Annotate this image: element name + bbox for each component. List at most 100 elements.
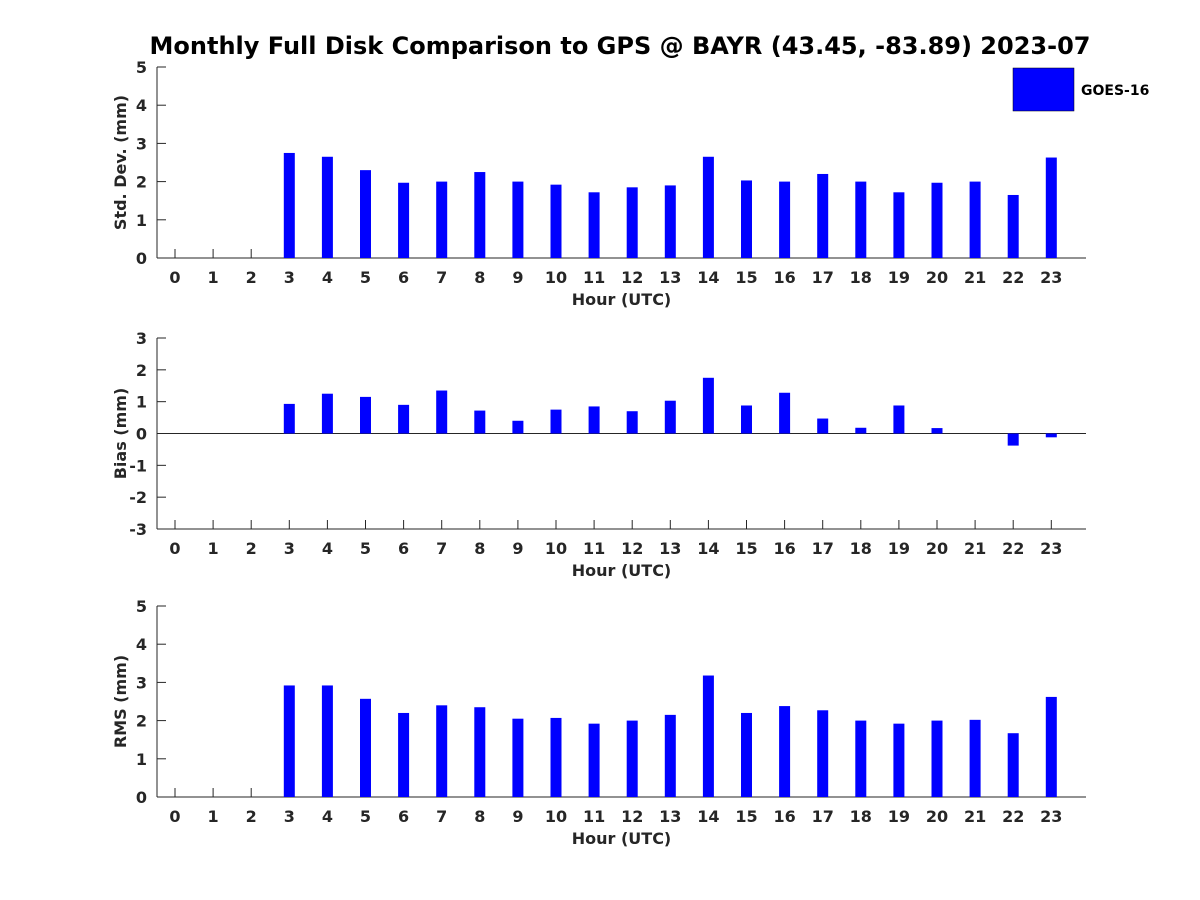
x-tick-label: 20 xyxy=(926,807,948,826)
bar xyxy=(855,427,867,434)
y-axis-label: Std. Dev. (mm) xyxy=(111,95,130,230)
bar xyxy=(588,406,600,434)
bar xyxy=(550,717,562,797)
y-axis-label: RMS (mm) xyxy=(111,655,130,748)
bar xyxy=(702,675,714,797)
x-tick-label: 0 xyxy=(169,268,180,287)
bar xyxy=(321,685,333,797)
x-tick-label: 9 xyxy=(512,539,523,558)
x-tick-label: 10 xyxy=(545,539,567,558)
bar xyxy=(893,405,905,434)
y-tick-label: 2 xyxy=(136,712,147,731)
x-tick-label: 18 xyxy=(850,539,872,558)
x-tick-label: 4 xyxy=(322,807,333,826)
bar xyxy=(931,182,943,258)
bar xyxy=(512,181,524,258)
x-tick-label: 9 xyxy=(512,268,523,287)
x-tick-label: 18 xyxy=(850,807,872,826)
bar xyxy=(1045,157,1057,258)
bar xyxy=(1007,194,1019,258)
bar xyxy=(398,182,410,258)
y-tick-label: 1 xyxy=(136,211,147,230)
x-tick-label: 16 xyxy=(773,807,795,826)
x-tick-label: 22 xyxy=(1002,807,1024,826)
x-tick-label: 13 xyxy=(659,268,681,287)
x-tick-label: 2 xyxy=(246,268,257,287)
bar xyxy=(1045,696,1057,797)
bar xyxy=(1007,433,1019,446)
y-tick-label: 3 xyxy=(136,329,147,348)
x-tick-label: 1 xyxy=(208,268,219,287)
x-tick-label: 14 xyxy=(697,807,719,826)
x-tick-label: 2 xyxy=(246,539,257,558)
y-tick-label: 5 xyxy=(136,58,147,77)
x-tick-label: 17 xyxy=(812,539,834,558)
x-tick-label: 1 xyxy=(208,807,219,826)
x-tick-label: 15 xyxy=(735,807,757,826)
bar xyxy=(283,403,295,434)
y-tick-label: 4 xyxy=(136,96,147,115)
x-tick-label: 14 xyxy=(697,539,719,558)
x-tick-label: 15 xyxy=(735,539,757,558)
x-tick-label: 19 xyxy=(888,807,910,826)
bar xyxy=(969,719,981,797)
x-tick-label: 8 xyxy=(474,268,485,287)
x-tick-label: 5 xyxy=(360,268,371,287)
x-tick-label: 22 xyxy=(1002,539,1024,558)
bar xyxy=(626,187,638,258)
y-axis-label: Bias (mm) xyxy=(111,388,130,480)
x-axis-label: Hour (UTC) xyxy=(572,561,672,580)
y-tick-label: 5 xyxy=(136,597,147,616)
x-tick-label: 21 xyxy=(964,539,986,558)
bar xyxy=(626,411,638,434)
bar xyxy=(779,181,791,258)
y-tick-label: 0 xyxy=(136,425,147,444)
x-tick-label: 4 xyxy=(322,268,333,287)
x-tick-label: 6 xyxy=(398,539,409,558)
y-tick-label: 1 xyxy=(136,750,147,769)
bar xyxy=(664,185,676,258)
legend-swatch xyxy=(1012,67,1075,112)
bar xyxy=(360,698,371,797)
x-tick-label: 6 xyxy=(398,268,409,287)
bar xyxy=(741,180,752,258)
x-tick-label: 13 xyxy=(659,539,681,558)
y-tick-label: 2 xyxy=(136,361,147,380)
x-tick-label: 12 xyxy=(621,807,643,826)
x-tick-label: 3 xyxy=(284,539,295,558)
bar xyxy=(1007,733,1019,797)
bar xyxy=(1045,433,1057,438)
x-tick-label: 12 xyxy=(621,539,643,558)
bar xyxy=(360,170,371,258)
bar xyxy=(779,706,791,797)
chart-title: Monthly Full Disk Comparison to GPS @ BA… xyxy=(150,32,1091,60)
bar xyxy=(550,184,562,258)
x-tick-label: 11 xyxy=(583,268,605,287)
x-tick-label: 7 xyxy=(436,807,447,826)
bar xyxy=(893,192,905,258)
y-tick-label: -3 xyxy=(129,520,147,539)
bar xyxy=(550,409,562,434)
x-tick-label: 3 xyxy=(284,807,295,826)
x-tick-label: 13 xyxy=(659,807,681,826)
bar xyxy=(283,152,295,258)
x-tick-label: 6 xyxy=(398,807,409,826)
x-axis-label: Hour (UTC) xyxy=(572,290,672,309)
y-tick-label: -2 xyxy=(129,488,147,507)
bar xyxy=(436,390,448,434)
x-tick-label: 18 xyxy=(850,268,872,287)
y-tick-label: 2 xyxy=(136,173,147,192)
bar xyxy=(626,720,638,797)
x-tick-label: 21 xyxy=(964,807,986,826)
x-tick-label: 8 xyxy=(474,539,485,558)
x-tick-label: 16 xyxy=(773,539,795,558)
bar xyxy=(702,156,714,258)
bar xyxy=(702,377,714,434)
x-tick-label: 2 xyxy=(246,807,257,826)
bar xyxy=(664,400,676,434)
x-tick-label: 4 xyxy=(322,539,333,558)
x-tick-label: 0 xyxy=(169,539,180,558)
